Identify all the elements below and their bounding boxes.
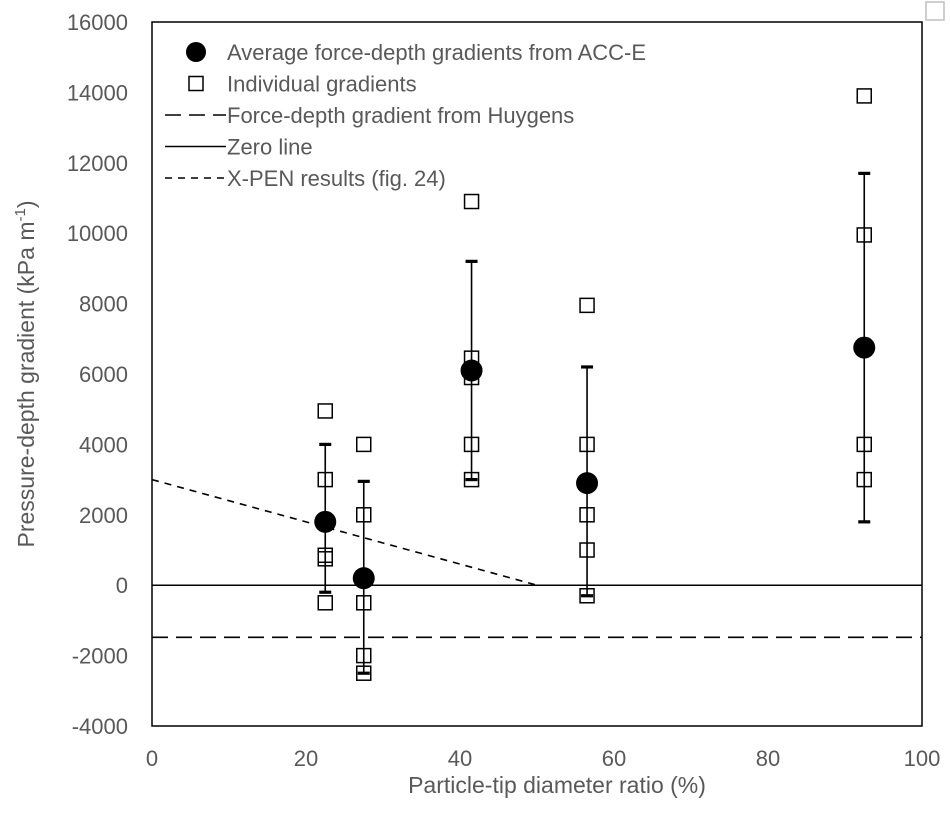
individual-point bbox=[317, 595, 333, 611]
individual-point bbox=[356, 436, 372, 453]
legend: Average force-depth gradients from ACC-E… bbox=[165, 40, 646, 191]
x-tick-label: 80 bbox=[756, 746, 780, 771]
individual-point bbox=[356, 595, 372, 611]
average-point bbox=[576, 472, 599, 495]
corner-handle bbox=[925, 1, 945, 21]
y-axis-title: Pressure-depth gradient (kPa m-1) bbox=[12, 200, 39, 547]
individual-point bbox=[579, 507, 595, 523]
individual-point bbox=[579, 297, 595, 314]
x-tick-label: 0 bbox=[146, 746, 158, 771]
x-tick-labels: 0 20 40 60 80 100 bbox=[146, 746, 940, 771]
y-tick-label: -4000 bbox=[72, 714, 128, 739]
individual-point bbox=[463, 193, 480, 210]
y-tick-label: 8000 bbox=[79, 292, 128, 317]
individual-point bbox=[463, 471, 480, 488]
y-tick-label: 6000 bbox=[79, 362, 128, 387]
average-point bbox=[460, 359, 483, 382]
reference-lines bbox=[151, 478, 922, 639]
individual-point bbox=[317, 551, 333, 567]
individual-point bbox=[579, 436, 595, 453]
y-tick-label: 14000 bbox=[67, 80, 128, 105]
legend-symbol bbox=[186, 42, 206, 62]
individual-point bbox=[463, 436, 480, 453]
y-tick-label: 4000 bbox=[79, 432, 128, 457]
legend-symbol bbox=[188, 75, 204, 92]
y-tick-label: 0 bbox=[116, 573, 128, 598]
individual-point bbox=[856, 227, 872, 243]
legend-label: Zero line bbox=[227, 135, 313, 160]
y-tick-label: -2000 bbox=[72, 644, 128, 669]
x-tick-label: 60 bbox=[602, 746, 626, 771]
individual-point bbox=[579, 588, 595, 604]
individual-point bbox=[317, 471, 333, 488]
average-point bbox=[352, 567, 375, 590]
average-point bbox=[314, 510, 337, 533]
individual-point bbox=[356, 507, 372, 523]
legend-label: Individual gradients bbox=[227, 72, 417, 97]
y-axis-title-superscript: -1 bbox=[12, 208, 29, 221]
individual-point bbox=[856, 471, 872, 488]
y-tick-label: 16000 bbox=[67, 10, 128, 35]
series-line bbox=[151, 478, 538, 586]
individual-point bbox=[317, 403, 333, 419]
x-axis-title: Particle-tip diameter ratio (%) bbox=[408, 772, 706, 798]
individual-point bbox=[579, 542, 595, 558]
y-axis-title-suffix: ) bbox=[13, 200, 39, 208]
legend-label: Force-depth gradient from Huygens bbox=[227, 103, 574, 128]
y-tick-labels: -4000 -2000 0 2000 4000 6000 8000 10000 12000 140… bbox=[67, 10, 128, 739]
individual-point bbox=[356, 665, 372, 681]
individual-point bbox=[356, 647, 372, 664]
plot-frame bbox=[151, 21, 923, 727]
y-tick-label: 10000 bbox=[67, 221, 128, 246]
y-tick-label: 12000 bbox=[67, 151, 128, 176]
legend-label: Average force-depth gradients from ACC-E bbox=[227, 40, 646, 65]
y-tick-label: 2000 bbox=[79, 503, 128, 528]
x-tick-label: 40 bbox=[448, 746, 472, 771]
x-tick-label: 100 bbox=[904, 746, 941, 771]
legend-label: X-PEN results (fig. 24) bbox=[227, 166, 446, 191]
average-point bbox=[853, 336, 876, 359]
y-axis-title-main: Pressure-depth gradient (kPa m bbox=[13, 222, 39, 548]
x-tick-label: 20 bbox=[294, 746, 318, 771]
individual-point bbox=[856, 88, 872, 104]
individual-point bbox=[856, 436, 872, 453]
data-markers bbox=[314, 88, 876, 681]
